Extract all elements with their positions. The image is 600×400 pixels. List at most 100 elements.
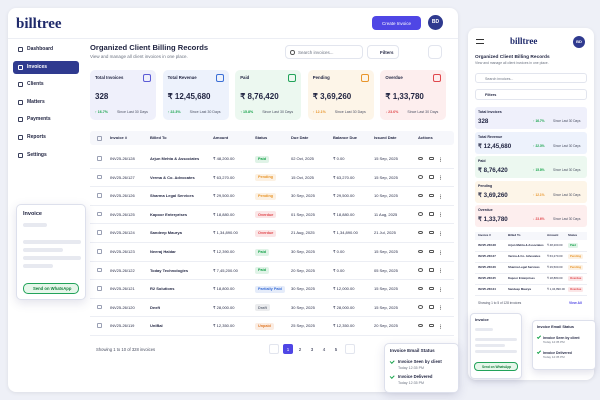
nav-item[interactable]: Settings: [13, 149, 79, 162]
cell-text: 10 Sep, 2025: [374, 193, 398, 199]
cell-text: 20 Sep, 2025: [291, 267, 315, 273]
row-checkbox[interactable]: [97, 211, 102, 217]
cell-text: 30 Sep, 2025: [291, 249, 315, 254]
row-checkbox[interactable]: [97, 156, 102, 161]
mobile-stat-label: Overdue: [478, 208, 493, 213]
next-button[interactable]: [345, 344, 355, 354]
more-icon[interactable]: [440, 193, 445, 199]
row-checkbox[interactable]: [97, 267, 102, 273]
row-checkbox[interactable]: [97, 304, 102, 310]
nav-item[interactable]: Reports: [13, 131, 79, 144]
mobile-filters[interactable]: Filters: [475, 89, 587, 100]
email-icon[interactable]: [429, 156, 434, 160]
more-icon[interactable]: [440, 286, 445, 292]
invoice-number[interactable]: INV25-26/127: [110, 174, 135, 180]
email-icon[interactable]: [429, 286, 434, 291]
invoice-number[interactable]: INV25-26/120: [110, 304, 135, 310]
invoice-number[interactable]: INV25-26/124: [110, 230, 135, 236]
view-icon[interactable]: [418, 323, 423, 328]
page-button[interactable]: 3: [310, 346, 314, 352]
whatsapp-button[interactable]: Send on WhatsApp: [23, 283, 79, 294]
page-button[interactable]: 4: [322, 346, 326, 352]
mobile-logo: billtree: [510, 36, 538, 46]
row-checkbox[interactable]: [97, 286, 102, 291]
placeholder-line: [23, 240, 81, 244]
view-icon[interactable]: [418, 305, 423, 309]
invoice-number[interactable]: INV25-26/119: [110, 323, 135, 329]
mobile-whatsapp-button[interactable]: Send on WhatsApp: [474, 362, 518, 371]
page-button[interactable]: 2: [298, 346, 302, 352]
cell-text: ₹ 29,500.00: [213, 193, 235, 199]
view-icon[interactable]: [418, 193, 423, 198]
email-icon[interactable]: [429, 305, 434, 309]
more-icon[interactable]: [440, 175, 445, 181]
search-placeholder: Search invoices...: [298, 50, 334, 55]
row-checkbox[interactable]: [97, 193, 102, 198]
cell-text: ₹ 1,34,890.00: [333, 230, 358, 236]
search-box[interactable]: Search invoices...: [285, 45, 363, 59]
cell-text: Dexft: [150, 304, 161, 310]
more-icon[interactable]: [440, 212, 445, 218]
row-checkbox[interactable]: [97, 174, 102, 180]
nav-item[interactable]: Payments: [13, 113, 79, 126]
view-icon[interactable]: [418, 286, 423, 291]
create-invoice-button[interactable]: Create Invoice: [372, 16, 421, 30]
avatar[interactable]: BD: [428, 15, 443, 30]
invoice-number[interactable]: INV25-26/126: [110, 193, 135, 199]
stat-icon: [360, 74, 369, 82]
filters-button[interactable]: Filters: [367, 45, 399, 59]
more-icon[interactable]: [440, 156, 445, 162]
mobile-avatar[interactable]: BD: [573, 36, 585, 48]
email-icon[interactable]: [429, 249, 434, 253]
prev-button[interactable]: [269, 344, 279, 354]
column-header: Balance Due: [333, 135, 358, 140]
menu-icon[interactable]: [476, 39, 484, 44]
invoice-number[interactable]: INV25-26/123: [110, 249, 135, 254]
event-label: Invoice Delivered: [398, 374, 433, 379]
email-icon[interactable]: [429, 212, 434, 216]
email-icon[interactable]: [429, 175, 434, 179]
view-all-link[interactable]: View All: [569, 301, 582, 305]
email-icon[interactable]: [429, 323, 434, 328]
page-button[interactable]: 1: [283, 344, 293, 354]
event-time: Today 12:35 PM: [398, 381, 424, 385]
mobile-table-header-bg: [475, 232, 587, 240]
view-icon[interactable]: [418, 268, 423, 272]
nav-label: Matters: [27, 98, 45, 105]
row-checkbox[interactable]: [97, 249, 102, 254]
more-icon[interactable]: [440, 249, 445, 255]
nav-item[interactable]: Matters: [13, 96, 79, 109]
row-divider: [90, 204, 454, 206]
view-icon[interactable]: [418, 230, 423, 235]
nav-item[interactable]: Clients: [13, 78, 79, 91]
invoice-number[interactable]: INV25-26/128: [110, 156, 135, 161]
more-icon[interactable]: [440, 230, 445, 236]
view-icon[interactable]: [418, 249, 423, 253]
view-icon[interactable]: [418, 156, 423, 160]
download-button[interactable]: [428, 45, 442, 59]
invoice-number[interactable]: INV25-26/125: [110, 211, 135, 217]
stat-value: ₹ 12,45,680: [167, 92, 211, 101]
mobile-search[interactable]: Search invoices...: [475, 73, 587, 83]
stat-period: Since Last 30 Days: [407, 110, 439, 114]
more-icon[interactable]: [440, 305, 445, 311]
page-button[interactable]: 5: [334, 346, 338, 352]
more-icon[interactable]: [440, 268, 445, 274]
placeholder-line: [475, 344, 505, 347]
row-checkbox[interactable]: [97, 323, 102, 328]
view-icon[interactable]: [418, 175, 423, 179]
mobile-cell: ₹ 63,270.00: [547, 254, 563, 258]
view-icon[interactable]: [418, 212, 423, 216]
nav-item[interactable]: Dashboard: [13, 43, 79, 56]
email-icon[interactable]: [429, 268, 434, 272]
invoice-number[interactable]: INV25-26/122: [110, 267, 135, 273]
page-subtitle: View and manage all client invoices in o…: [90, 54, 188, 59]
nav-item[interactable]: Invoices: [13, 60, 79, 74]
email-icon[interactable]: [429, 230, 434, 235]
email-icon[interactable]: [429, 193, 434, 198]
nav-label: Dashboard: [27, 46, 54, 52]
row-checkbox[interactable]: [97, 230, 102, 235]
invoice-number[interactable]: INV25-26/121: [110, 286, 135, 292]
more-icon[interactable]: [440, 323, 445, 329]
stat-label: Total Revenue: [167, 75, 197, 80]
